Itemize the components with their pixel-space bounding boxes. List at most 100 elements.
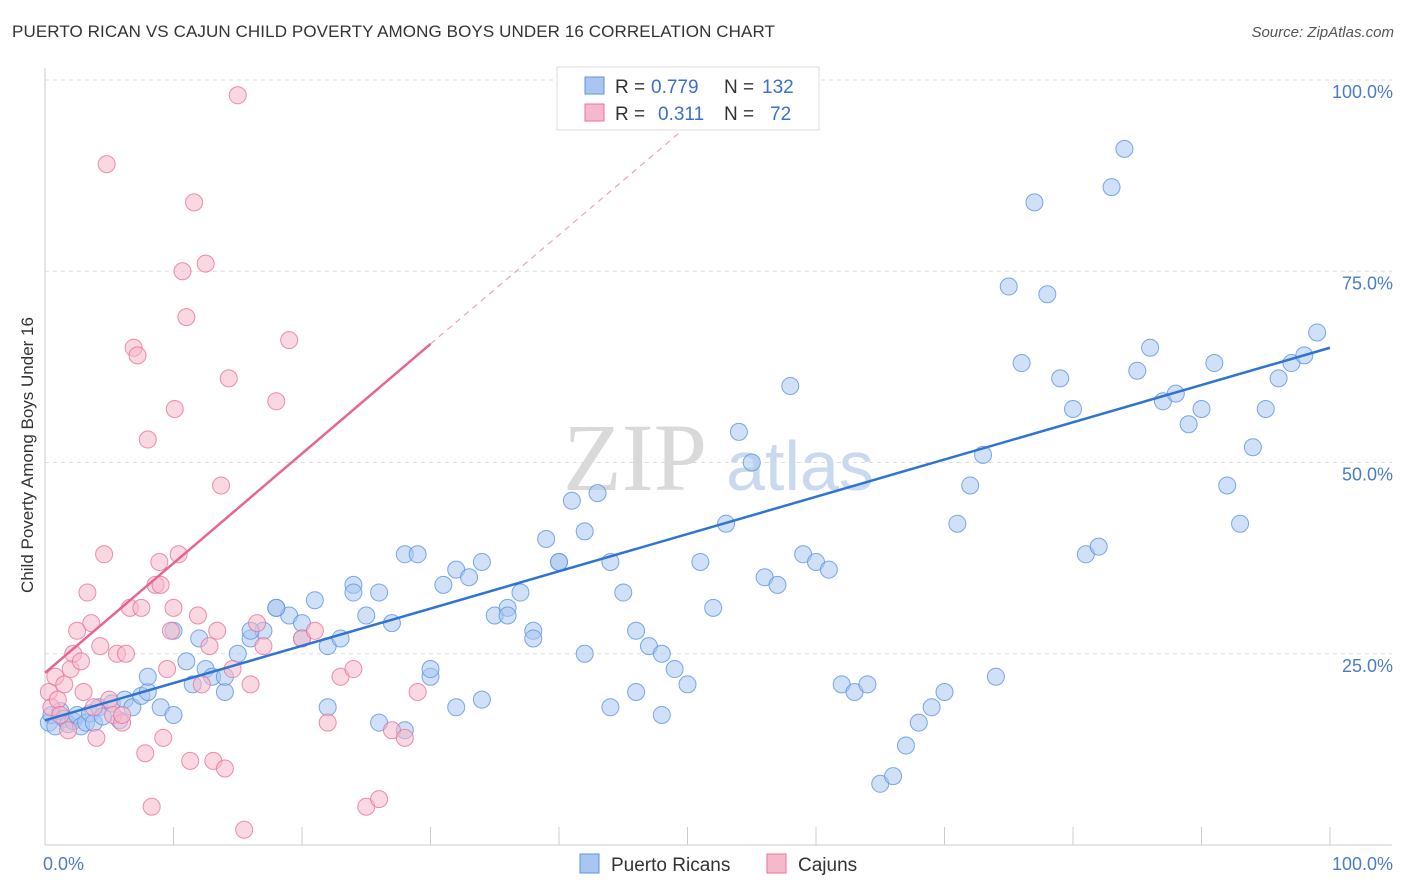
cajun-point-53 — [235, 820, 254, 839]
puerto-rican-point-88 — [1012, 354, 1031, 373]
y-tick-label-2: 75.0% — [1342, 273, 1393, 293]
cajun-point-50 — [219, 369, 238, 388]
puerto-rican-point-64 — [704, 598, 723, 617]
cajun-point-55 — [248, 614, 267, 633]
puerto-rican-point-126 — [627, 683, 646, 701]
chart-title: PUERTO RICAN VS CAJUN CHILD POVERTY AMON… — [12, 22, 776, 41]
puerto-rican-point-58 — [627, 621, 646, 640]
puerto-rican-point-67 — [742, 453, 761, 472]
legend-r-label-1: R = — [615, 77, 645, 98]
puerto-rican-point-26 — [215, 683, 234, 701]
puerto-rican-point-66 — [729, 422, 748, 441]
legend-bottom: Puerto Ricans Cajuns — [579, 853, 857, 876]
puerto-rican-trend-line — [44, 346, 1331, 722]
y-tick-labels: 25.0% 50.0% 75.0% 100.0% — [1332, 82, 1393, 676]
cajun-point-17 — [95, 545, 114, 564]
puerto-rican-point-57 — [614, 583, 633, 602]
puerto-rican-point-53 — [562, 491, 581, 510]
cajun-point-9 — [68, 621, 87, 640]
puerto-rican-point-107 — [1256, 399, 1275, 418]
cajun-trend-extension — [430, 125, 688, 345]
puerto-rican-point-118 — [421, 660, 440, 679]
cajun-point-69 — [151, 575, 170, 594]
cajun-point-57 — [267, 392, 286, 411]
puerto-rican-point-43 — [434, 575, 453, 594]
puerto-rican-point-127 — [652, 705, 671, 724]
puerto-rican-point-27 — [228, 644, 247, 663]
cajun-trend-line — [44, 342, 432, 674]
cajun-point-47 — [208, 621, 227, 640]
puerto-rican-point-89 — [1025, 193, 1044, 212]
cajun-point-48 — [212, 476, 231, 495]
legend-bottom-label-puerto-ricans: Puerto Ricans — [611, 855, 730, 876]
puerto-rican-point-82 — [935, 683, 954, 701]
x-tick-label-1: 100.0% — [1332, 854, 1393, 874]
cajun-point-60 — [305, 621, 324, 640]
puerto-rican-point-114 — [318, 698, 337, 717]
axes — [44, 68, 1392, 846]
legend-n-value-1: 132 — [762, 77, 794, 98]
legend-n-label-2: N = — [724, 104, 754, 125]
cajun-point-43 — [192, 675, 211, 694]
legend-swatch-blue — [584, 76, 605, 95]
cajun-point-61 — [318, 713, 337, 732]
legend-r-value-2: 0.311 — [658, 104, 704, 125]
cajun-point-42 — [188, 606, 207, 625]
y-tick-label-0: 25.0% — [1342, 656, 1393, 676]
y-tick-label-1: 50.0% — [1342, 465, 1393, 485]
puerto-rican-point-91 — [1051, 369, 1070, 388]
cajun-point-29 — [138, 430, 157, 449]
puerto-rican-point-87 — [999, 277, 1018, 296]
puerto-rican-point-101 — [1179, 415, 1198, 434]
puerto-rican-point-103 — [1205, 354, 1224, 373]
legend-bottom-swatch-blue — [579, 853, 600, 874]
cajun-point-23 — [116, 644, 135, 663]
puerto-rican-point-94 — [1089, 537, 1108, 556]
puerto-rican-point-125 — [601, 698, 620, 717]
puerto-rican-point-115 — [344, 583, 363, 602]
y-axis-label: Child Poverty Among Boys Under 16 — [18, 317, 37, 593]
puerto-rican-point-69 — [768, 575, 787, 594]
x-tick-label-0: 0.0% — [43, 854, 84, 874]
puerto-rican-point-45 — [460, 568, 479, 587]
cajun-point-70 — [164, 598, 183, 617]
x-tick-labels: 0.0% 100.0% — [43, 854, 1393, 874]
puerto-rican-point-123 — [550, 552, 568, 571]
cajun-point-13 — [82, 614, 101, 633]
cajun-point-15 — [87, 728, 106, 747]
cajun-point-45 — [200, 637, 219, 656]
puerto-rican-point-98 — [1141, 338, 1160, 357]
cajun-point-49 — [215, 759, 234, 778]
puerto-rican-point-38 — [370, 583, 389, 602]
legend-bottom-swatch-pink — [766, 853, 787, 874]
legend-bottom-label-cajuns: Cajuns — [798, 855, 857, 876]
cajun-point-10 — [71, 652, 90, 671]
puerto-rican-point-55 — [588, 484, 607, 503]
cajun-point-39 — [177, 308, 196, 327]
puerto-rican-point-104 — [1218, 476, 1237, 495]
cajun-point-35 — [161, 621, 180, 640]
cajun-point-34 — [158, 660, 177, 679]
grid-lines — [45, 79, 1392, 655]
legend-top: R = 0.779 N = 132 R = 0.311 N = 72 — [556, 66, 820, 131]
cajun-point-71 — [113, 705, 132, 724]
cajun-point-67 — [395, 728, 414, 747]
y-tick-label-3: 100.0% — [1332, 82, 1393, 102]
cajun-point-30 — [142, 797, 161, 816]
puerto-rican-point-132 — [138, 667, 157, 686]
puerto-rican-point-62 — [678, 675, 697, 694]
puerto-rican-point-120 — [472, 690, 491, 709]
puerto-rican-point-70 — [781, 377, 800, 395]
cajun-point-27 — [132, 598, 151, 617]
data-points — [39, 86, 1327, 839]
puerto-rican-point-37 — [357, 606, 376, 625]
puerto-rican-point-108 — [1269, 369, 1288, 388]
puerto-rican-point-83 — [948, 514, 967, 533]
puerto-rican-point-81 — [922, 698, 941, 717]
puerto-rican-point-46 — [472, 552, 491, 571]
cajun-point-44 — [196, 254, 215, 273]
source-label: Source: ZipAtlas.com — [1251, 24, 1394, 41]
cajun-point-37 — [169, 545, 188, 564]
cajun-point-63 — [344, 660, 363, 679]
